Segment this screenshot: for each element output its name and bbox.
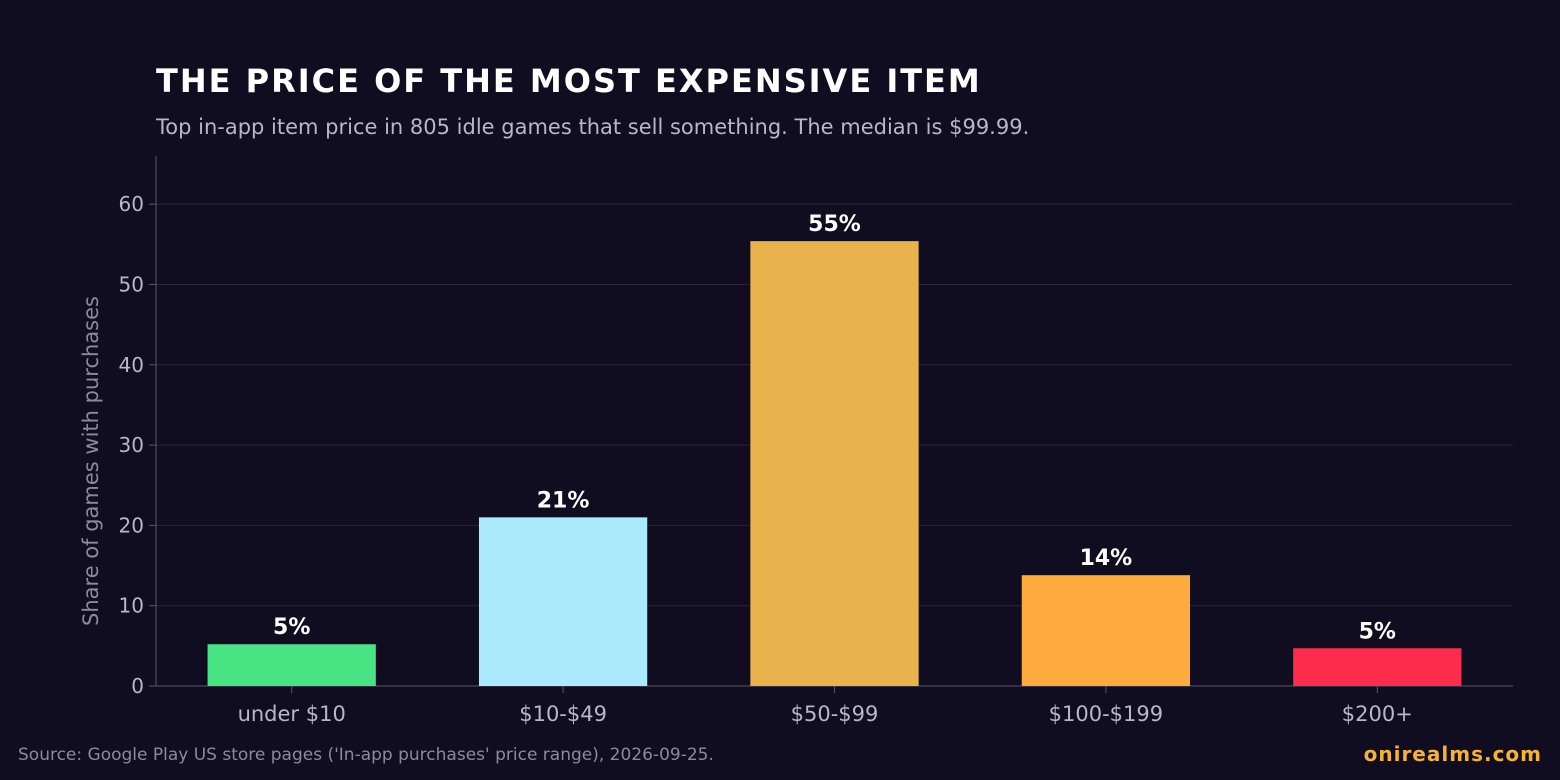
source-note: Source: Google Play US store pages ('In-… (18, 745, 714, 765)
brand-logo-text: onirealms.com (1363, 742, 1542, 766)
bar (207, 644, 376, 686)
y-tick-label: 10 (119, 594, 144, 618)
y-axis-label: Share of games with purchases (79, 296, 103, 626)
x-tick-label: $100-$199 (1049, 702, 1163, 726)
bar (1293, 648, 1462, 686)
data-label: 55% (808, 212, 861, 237)
y-tick-label: 20 (119, 513, 144, 537)
y-tick-label: 0 (131, 674, 144, 698)
y-tick-label: 30 (119, 433, 144, 457)
x-tick-label: $50-$99 (791, 702, 879, 726)
data-label: 14% (1080, 546, 1133, 571)
x-tick-label: $10-$49 (519, 702, 607, 726)
bar (478, 517, 648, 686)
chart-title: THE PRICE OF THE MOST EXPENSIVE ITEM (156, 62, 982, 100)
chart-subtitle: Top in-app item price in 805 idle games … (156, 115, 1030, 139)
data-label: 5% (1359, 619, 1396, 644)
x-tick-label: under $10 (238, 702, 346, 726)
bar (750, 241, 919, 686)
y-tick-label: 40 (119, 353, 144, 377)
bar (1021, 575, 1191, 686)
data-label: 21% (537, 488, 590, 513)
x-tick-label: $200+ (1342, 702, 1413, 726)
data-label: 5% (273, 615, 310, 640)
y-tick-label: 50 (119, 272, 144, 296)
y-tick-label: 60 (119, 192, 144, 216)
